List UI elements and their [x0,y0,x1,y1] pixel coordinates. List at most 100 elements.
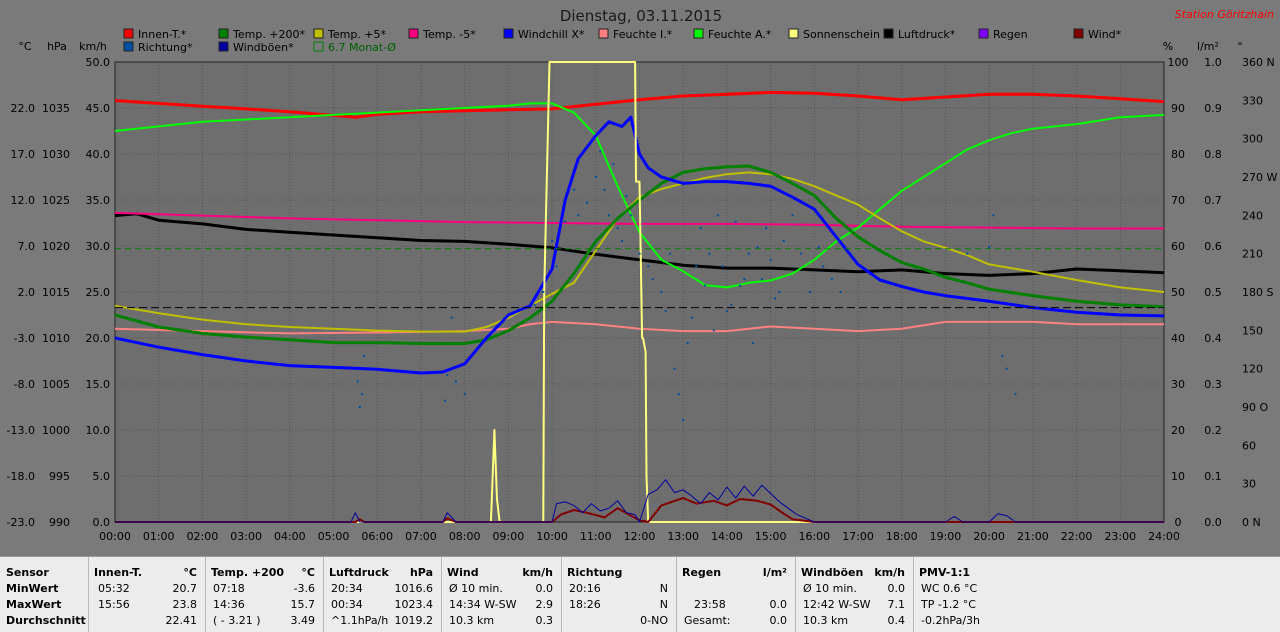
direction-tick-0: 360 N [1242,56,1275,69]
x-tick-12: 12:00 [624,530,656,543]
stats-row-7-1: 12:42 W-SW 7.1 [795,597,913,613]
x-tick-8: 08:00 [449,530,481,543]
legend-swatch-6 [693,28,704,39]
legend-swatch-10 [1073,28,1084,39]
x-tick-20: 20:00 [973,530,1005,543]
stats-row-1-1: 15:56 23.8 [88,597,205,613]
stats-cell-a-1-1: 15:56 [98,598,130,611]
x-tick-6: 06:00 [361,530,393,543]
percent-tick-2: 80 [1171,148,1185,161]
direction-point-36 [690,316,693,319]
x-tick-2: 02:00 [187,530,219,543]
direction-point-10 [542,291,545,293]
legend-swatch-13 [313,41,324,52]
stats-cell-a-7-0: Ø 10 min. [803,582,857,595]
legend-swatch-9 [978,28,989,39]
unit-percent: % [1163,40,1173,53]
stats-cell-b-4-2: 0.3 [535,614,554,627]
stats-header-name-0: Sensor [6,566,49,579]
direction-point-1 [358,406,361,408]
pressure-tick-5: 1010 [42,332,70,345]
x-tick-7: 07:00 [405,530,437,543]
stats-header-name-3: Luftdruck [329,566,389,579]
legend-label-8: Luftdruck* [898,28,956,41]
direction-point-59 [800,252,803,255]
direction-point-27 [647,265,650,268]
stats-cell-b-6-1: 0.0 [769,598,788,611]
stats-header-name-1: Innen-T. [94,566,143,579]
weather-chart: Dienstag, 03.11.2015 Station Göritzhain … [6,7,1278,543]
axis-units: °C hPa km/h% l/m² ° [18,40,1242,53]
stats-row-4-1: 14:34 W-SW 2.9 [441,597,561,613]
x-tick-19: 19:00 [930,530,962,543]
direction-point-24 [625,195,628,198]
direction-tick-9: 90 O [1242,401,1268,414]
legend-label-6: Feuchte A.* [708,28,772,41]
direction-point-58 [791,214,794,217]
direction-point-48 [743,278,746,281]
temp-tick-6: -8.0 [14,378,35,391]
stats-header-unit-6: l/m² [762,566,787,579]
stats-header-7: Windböen km/h [795,565,913,581]
direction-point-38 [699,227,702,230]
percent-tick-9: 10 [1171,470,1185,483]
direction-point-69 [1005,367,1008,370]
stats-row-0-1: MaxWert [0,597,88,613]
direction-point-64 [839,291,842,293]
x-tick-18: 18:00 [886,530,918,543]
direction-tick-7: 150 [1242,324,1263,337]
legend-label-7: Sonnenschein [803,28,880,41]
stats-header-1: Innen-T. °C [88,565,205,581]
temp-tick-5: -3.0 [14,332,35,345]
pressure-tick-0: 1035 [42,102,70,115]
stats-cell-b-1-1: 23.8 [172,598,198,611]
direction-tick-2: 300 [1242,133,1263,146]
stats-header-unit-3: hPa [409,566,433,579]
stats-cell-b-4-1: 2.9 [535,598,554,611]
direction-point-61 [817,246,820,249]
stats-row-8-1: TP -1.2 °C [913,597,1280,613]
wind-tick-3: 35.0 [86,194,111,207]
direction-point-54 [769,259,772,262]
stats-header-6: Regen l/m² [676,565,795,581]
stats-row-4-2: 10.3 km 0.3 [441,613,561,629]
direction-point-51 [756,246,759,249]
stats-cell-b-3-2: 1019.2 [394,614,434,627]
stats-row-5-1: 18:26 N [561,597,676,613]
stats-cell-a-1-0: 05:32 [98,582,130,595]
x-tick-10: 10:00 [536,530,568,543]
direction-point-66 [988,246,991,249]
stats-header-name-5: Richtung [567,566,623,579]
legend-label-12: Windböen* [233,41,294,54]
stats-row-6-0 [676,581,795,597]
pressure-tick-1: 1030 [42,148,70,161]
series-7 [114,115,1165,375]
legend-label-4: Windchill X* [518,28,585,41]
legend-label-3: Temp. -5* [422,28,476,41]
temp-tick-2: 12.0 [11,194,36,207]
stats-row-0-2: Durchschnitt [0,613,88,629]
statistics-table: Sensor MinWert MaxWert Durchschnitt Innen-T.… [0,556,1280,632]
stats-header-8: PMV-1:1 [913,565,1280,581]
stats-row-5-0: 20:16 N [561,581,676,597]
stats-cell-b-5-1: N [659,598,668,611]
legend-label-2: Temp. +5* [327,28,387,41]
temp-tick-3: 7.0 [18,240,36,253]
wind-tick-10: 0.0 [93,516,111,529]
legend-swatch-7 [788,28,799,39]
direction-point-53 [765,227,768,230]
stats-cell-a-3-0: 20:34 [331,582,363,595]
series-11 [115,497,1164,523]
legend-swatch-5 [598,28,609,39]
pressure-tick-6: 1005 [42,378,70,391]
stats-column-6: Regen l/m² 23:58 0.0 Gesamt: 0.0 [676,557,796,632]
legend-swatch-11 [123,41,134,52]
stats-cell-b-3-1: 1023.4 [394,598,434,611]
stats-cell-a-6-2: Gesamt: [684,614,731,627]
stats-row-8-0: WC 0.6 °C [913,581,1280,597]
x-tick-23: 23:00 [1104,530,1136,543]
percent-tick-1: 90 [1171,102,1185,115]
unit-wind: km/h [79,40,107,53]
direction-point-50 [752,342,755,345]
pressure-tick-4: 1015 [42,286,70,299]
